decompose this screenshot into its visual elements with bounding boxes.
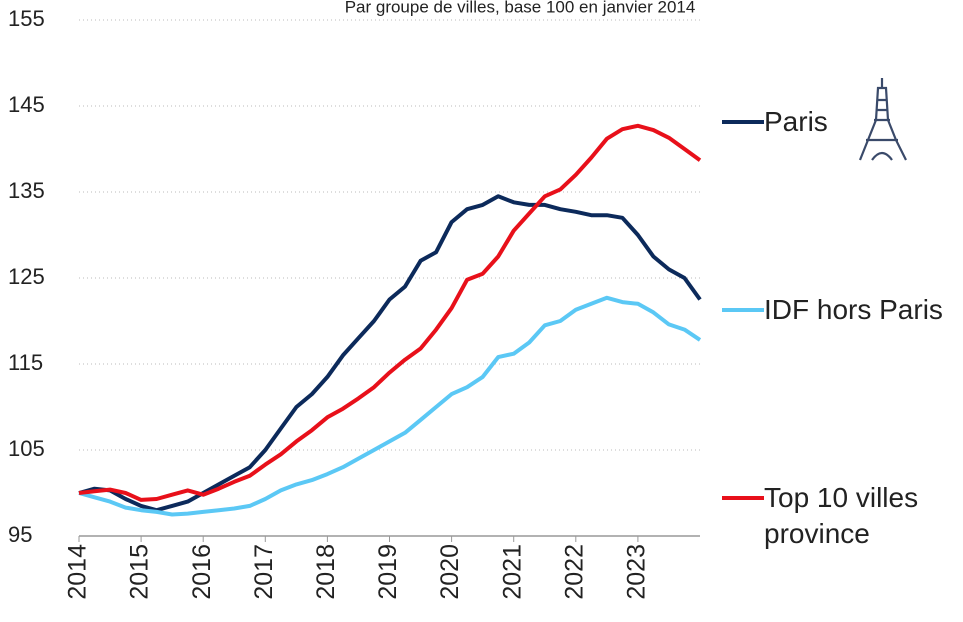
chart-subtitle: Par groupe de villes, base 100 en janvie… xyxy=(345,0,696,16)
x-tick-label: 2017 xyxy=(250,544,278,600)
legend-label: Top 10 villes province xyxy=(764,482,919,549)
x-tick-label: 2021 xyxy=(498,544,526,600)
series-line xyxy=(78,194,702,513)
series-line xyxy=(78,123,702,502)
y-tick-label: 135 xyxy=(8,178,45,203)
x-tick-label: 2014 xyxy=(64,544,92,600)
x-tick-label: 2023 xyxy=(623,544,651,600)
x-tick-label: 2020 xyxy=(436,544,464,600)
x-tick-label: 2015 xyxy=(126,544,154,600)
x-tick-label: 2019 xyxy=(374,544,402,600)
series-line xyxy=(78,295,702,517)
y-tick-label: 125 xyxy=(8,264,45,289)
legend-label: Paris xyxy=(764,106,828,137)
x-tick-label: 2016 xyxy=(188,544,216,600)
y-tick-label: 115 xyxy=(8,350,43,375)
eiffel-icon xyxy=(858,78,907,161)
legend-label: IDF hors Paris xyxy=(764,294,943,325)
y-tick-label: 95 xyxy=(8,522,32,547)
y-tick-label: 105 xyxy=(8,436,45,461)
x-tick-label: 2018 xyxy=(312,544,340,600)
y-tick-label: 145 xyxy=(8,92,45,117)
x-tick-label: 2022 xyxy=(560,544,588,600)
y-tick-label: 155 xyxy=(8,6,45,31)
